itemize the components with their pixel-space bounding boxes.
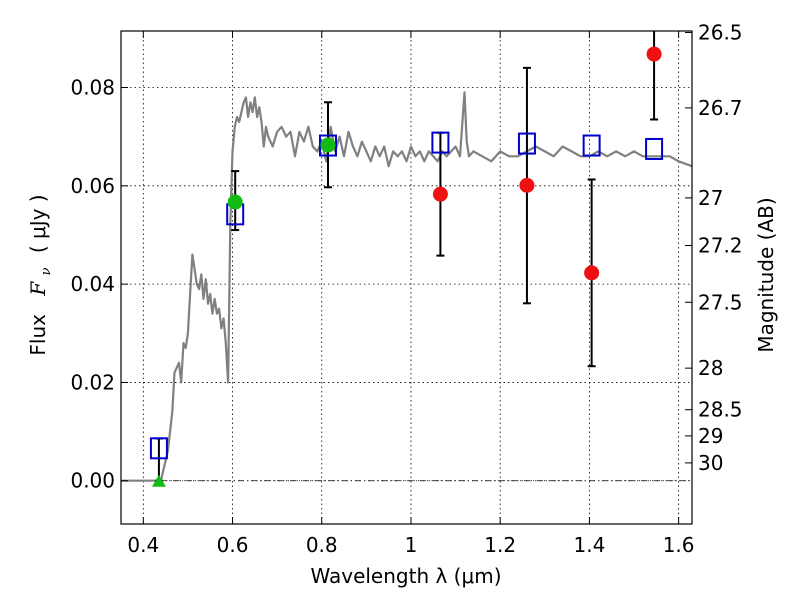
- model-flux-marker: [582, 134, 601, 157]
- plot-frame: [120, 30, 693, 525]
- x-tick-label: 1: [405, 533, 418, 557]
- model-flux-marker: [149, 437, 168, 460]
- y-tick-label: 0.06: [70, 174, 115, 198]
- y-tick-label: 0.04: [70, 272, 115, 296]
- axis-ticks: [121, 31, 692, 524]
- y-axis-title: Flux F ν ( μJy ): [26, 194, 55, 355]
- magnitude-tick-label: 30: [698, 451, 723, 475]
- magnitude-tick-label: 27.5: [698, 290, 743, 314]
- model-flux-marker: [431, 131, 450, 154]
- y-axis-title-flux: Flux: [26, 314, 50, 356]
- magnitude-tick-label: 26.5: [698, 20, 743, 44]
- x-tick-label: 0.6: [217, 533, 249, 557]
- y-axis-title-fnu: F: [26, 281, 50, 297]
- observed-flux-marker: [432, 186, 448, 202]
- x-tick-label: 1.2: [484, 533, 516, 557]
- observed-flux-marker: [320, 137, 336, 153]
- x-tick-label: 1.4: [573, 533, 605, 557]
- x-tick-labels: 0.4 0.6 0.8 1 1.2 1.4 1.6: [127, 533, 694, 557]
- magnitude-tick-label: 28.5: [698, 398, 743, 422]
- magnitude-tick-labels: 26.5 26.7 27 27.2 27.5 28 28.529 30: [698, 20, 743, 474]
- x-tick-label: 0.8: [306, 533, 338, 557]
- y-tick-label: 0.08: [70, 76, 115, 100]
- right-axis-title: Magnitude (AB): [754, 197, 778, 352]
- observed-flux-marker: [519, 177, 535, 193]
- model-flux-marker: [517, 132, 536, 155]
- x-tick-label: 0.4: [127, 533, 159, 557]
- y-tick-label: 0.00: [70, 469, 115, 493]
- magnitude-tick-label: 27.2: [698, 233, 743, 257]
- upper-limit-marker: [151, 474, 166, 487]
- observed-flux-marker: [646, 46, 662, 62]
- data-markers: [149, 46, 664, 487]
- grid-lines: [121, 31, 692, 524]
- magnitude-tick-label: 27: [698, 186, 723, 210]
- magnitude-tick-label: 29: [698, 424, 723, 448]
- model-flux-marker: [318, 134, 337, 157]
- y-axis-title-sub: ν: [39, 267, 54, 275]
- x-tick-label: 1.6: [663, 533, 695, 557]
- observed-flux-marker: [584, 265, 600, 281]
- observed-flux-marker: [227, 194, 243, 210]
- x-axis-title: Wavelength λ (μm): [310, 564, 501, 588]
- model-flux-marker: [645, 137, 664, 160]
- y-tick-labels: 0.00 0.02 0.04 0.06 0.08: [70, 76, 115, 493]
- y-axis-title-unit: ( μJy ): [26, 194, 50, 253]
- magnitude-tick-label: 28: [698, 356, 723, 380]
- magnitude-tick-label: 26.7: [698, 96, 743, 120]
- model-spectrum-line: [121, 91, 693, 482]
- y-tick-label: 0.02: [70, 370, 115, 394]
